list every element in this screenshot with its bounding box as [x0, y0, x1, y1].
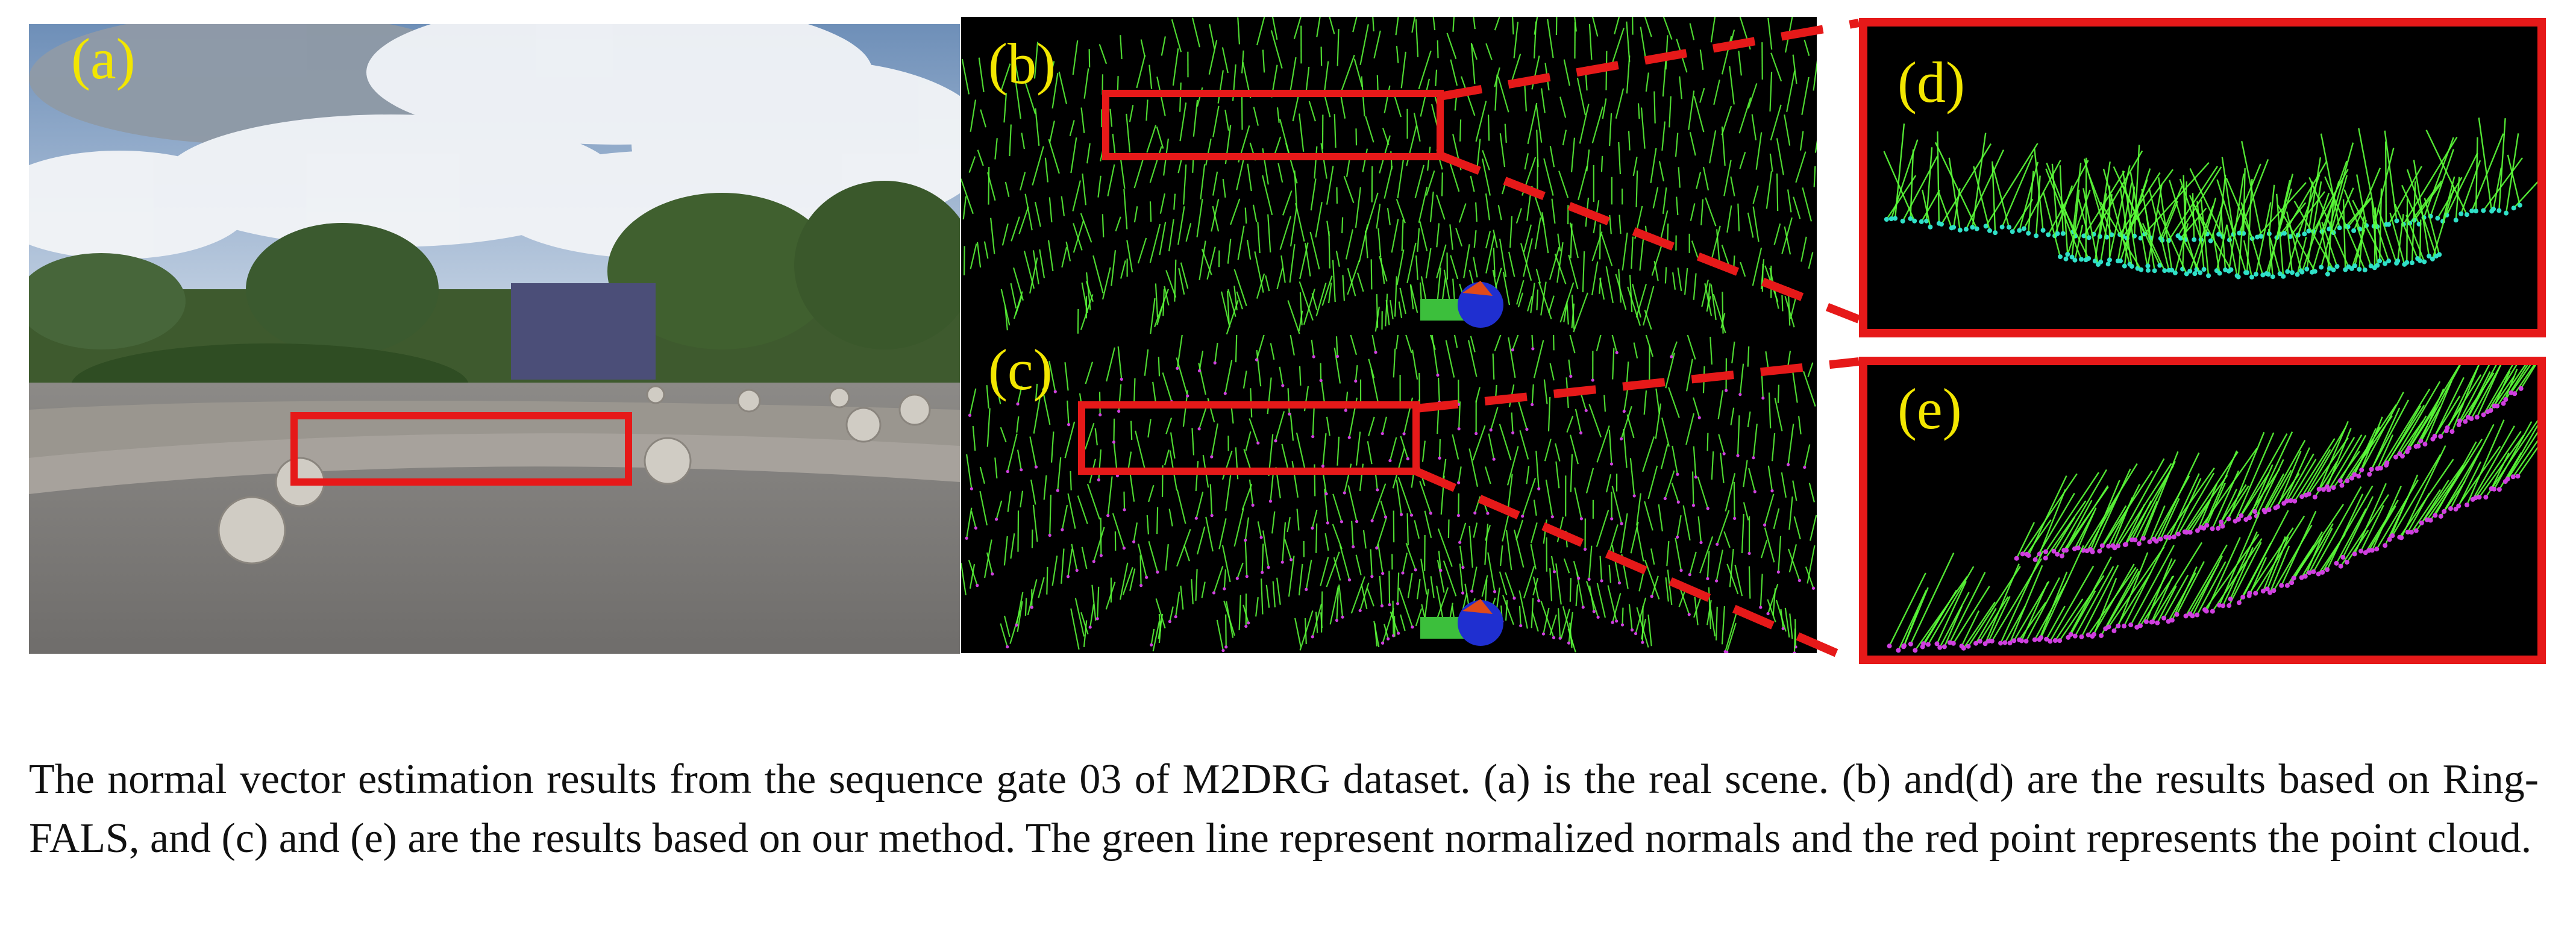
figure-caption: The normal vector estimation results fro… — [29, 756, 2539, 862]
sensor-marker — [1420, 599, 1503, 646]
normals-visualization-b — [961, 17, 1817, 335]
zoom-visualization-e — [1887, 365, 2537, 653]
real-scene-image — [29, 24, 960, 654]
zoomed-normals — [1887, 365, 2537, 653]
panel-a-label: (a) — [71, 27, 136, 91]
panel-e-label: (e) — [1898, 377, 1962, 441]
panel-b-ring-fals: (b) — [961, 17, 1817, 335]
panel-d-label: (d) — [1898, 50, 1965, 114]
normal-vectors — [961, 335, 1817, 653]
region-highlight-box — [290, 412, 632, 486]
zoom-visualization-d — [1883, 117, 2537, 280]
panel-c-our-method: (c) — [961, 335, 1817, 653]
panel-b-label: (b) — [988, 31, 1056, 96]
panel-e-zoom-our-method: (e) — [1859, 357, 2546, 664]
zoomed-normals — [1883, 117, 2537, 280]
panel-d-zoom-ring-fals: (d) — [1859, 18, 2546, 337]
normals-visualization-c — [961, 335, 1817, 653]
stone-balls — [218, 385, 931, 565]
panel-a-real-scene: (a) — [29, 24, 960, 654]
panel-c-label: (c) — [988, 337, 1053, 402]
normal-vectors — [961, 17, 1817, 335]
sensor-marker — [1420, 281, 1503, 328]
